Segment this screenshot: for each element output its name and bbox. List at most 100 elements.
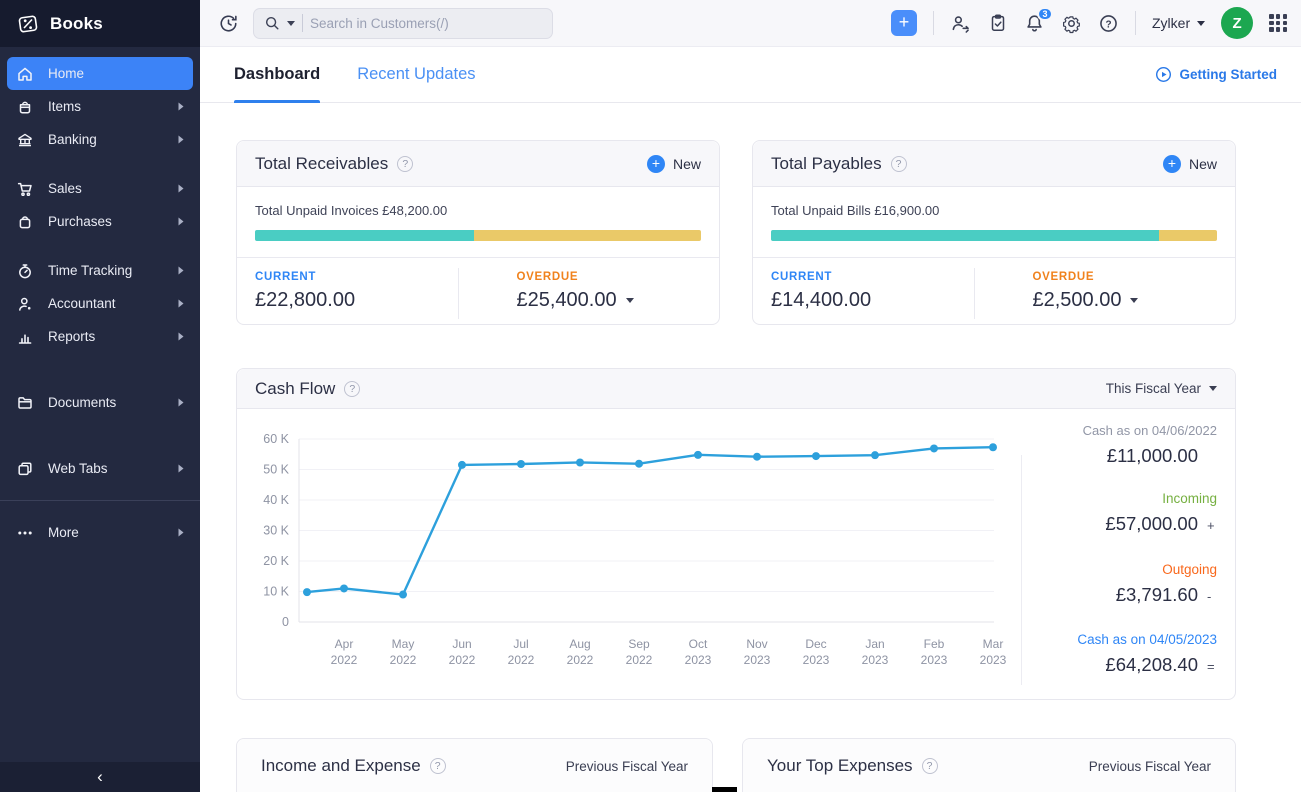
chevron-down-icon	[1197, 20, 1206, 26]
svg-text:2023: 2023	[803, 653, 830, 667]
receivables-new-button[interactable]: New	[646, 154, 701, 173]
stopwatch-icon	[16, 262, 34, 280]
cash-flow-line-chart: 0 10 K 20 K 30 K 40 K 50 K 60 K Apr 2022 May 2022 J…	[263, 432, 1007, 667]
chevron-right-icon	[178, 135, 184, 144]
top-expenses-header: Your Top Expenses Previous Fiscal Year	[743, 739, 1235, 792]
closing-cash-value: £64,208.40	[1105, 654, 1198, 675]
chevron-right-icon	[178, 332, 184, 341]
chevron-down-icon	[1209, 386, 1217, 391]
help-icon[interactable]: ?	[1098, 13, 1119, 34]
payables-title: Total Payables	[771, 153, 882, 173]
svg-text:0: 0	[282, 615, 289, 629]
sidebar-item-accountant[interactable]: Accountant	[7, 287, 193, 320]
ellipsis-icon	[16, 524, 34, 542]
chevron-right-icon	[178, 464, 184, 473]
overdue-dropdown-caret-icon[interactable]	[625, 298, 634, 303]
svg-text:30 K: 30 K	[263, 524, 289, 538]
sidebar-item-banking[interactable]: Banking	[7, 123, 193, 156]
recent-history-icon[interactable]	[216, 11, 240, 35]
payables-overdue-amount: £2,500.00	[1032, 289, 1122, 311]
total-receivables-card: Total Receivables New Total Unpaid Invoi…	[236, 140, 720, 325]
dashboard-content: Total Receivables New Total Unpaid Invoi…	[200, 103, 1301, 792]
minus-sign: -	[1207, 589, 1212, 604]
sidebar-item-label: Web Tabs	[48, 461, 108, 476]
cash-flow-title: Cash Flow	[255, 378, 336, 398]
sidebar-item-home[interactable]: Home	[7, 57, 193, 90]
webtabs-icon	[16, 460, 34, 478]
closing-cash-link[interactable]: Cash as on 04/05/2023	[1077, 632, 1217, 647]
sidebar-item-label: Banking	[48, 132, 97, 147]
items-icon	[16, 98, 34, 116]
chevron-left-icon: ‹	[97, 767, 103, 786]
overdue-dropdown-caret-icon[interactable]	[1130, 298, 1139, 303]
svg-text:2023: 2023	[980, 653, 1007, 667]
global-search[interactable]	[253, 7, 553, 39]
search-scope-caret-icon[interactable]	[287, 20, 295, 26]
top-expenses-title: Your Top Expenses	[767, 756, 913, 775]
settings-gear-icon[interactable]	[1061, 13, 1082, 34]
brand-bar: Books	[0, 0, 200, 47]
sidebar-item-more[interactable]: More	[7, 516, 193, 549]
svg-text:50 K: 50 K	[263, 463, 289, 477]
bar-chart-icon	[16, 328, 34, 346]
receivables-current-block: CURRENT £22,800.00	[237, 258, 458, 329]
svg-text:?: ?	[1105, 19, 1111, 30]
payables-new-button[interactable]: New	[1162, 154, 1217, 173]
sidebar-collapse-button[interactable]: ‹	[0, 762, 200, 792]
receivables-overdue-block: OVERDUE £25,400.00	[459, 258, 720, 329]
bank-icon	[16, 131, 34, 149]
tab-dashboard[interactable]: Dashboard	[234, 47, 321, 103]
sidebar-item-purchases[interactable]: Purchases	[7, 205, 193, 238]
tasks-clipboard-icon[interactable]	[987, 13, 1008, 34]
svg-text:Jun: Jun	[452, 637, 471, 651]
svg-text:20 K: 20 K	[263, 554, 289, 568]
top-expenses-period[interactable]: Previous Fiscal Year	[1088, 758, 1211, 774]
equals-sign: =	[1207, 659, 1215, 674]
sidebar-item-label: Time Tracking	[48, 263, 133, 278]
org-switcher[interactable]: Zylker	[1152, 15, 1206, 31]
income-expense-period[interactable]: Previous Fiscal Year	[565, 758, 688, 774]
topbar-divider	[1135, 11, 1136, 35]
sidebar-item-reports[interactable]: Reports	[7, 320, 193, 353]
user-avatar[interactable]: Z	[1221, 7, 1254, 39]
sidebar-item-sales[interactable]: Sales	[7, 172, 193, 205]
fiscal-year-dropdown[interactable]: This Fiscal Year	[1106, 381, 1217, 396]
help-circle-icon[interactable]	[397, 155, 414, 172]
sidebar-nav: Home Items Banking Sales Purchases Time Track…	[0, 47, 200, 549]
help-circle-icon[interactable]	[890, 155, 907, 172]
sidebar-item-documents[interactable]: Documents	[7, 386, 193, 419]
search-divider	[302, 14, 303, 32]
cash-flow-body: 0 10 K 20 K 30 K 40 K 50 K 60 K Apr 2022 May 2022 J…	[237, 409, 1235, 699]
incoming-label: Incoming	[1162, 491, 1217, 506]
help-circle-icon[interactable]	[344, 380, 361, 397]
search-input[interactable]	[310, 15, 542, 31]
payables-progress-bar	[771, 230, 1217, 241]
sidebar-item-web-tabs[interactable]: Web Tabs	[7, 452, 193, 485]
quick-create-button[interactable]	[891, 10, 917, 36]
payables-progress-overdue	[1159, 230, 1217, 241]
help-circle-icon[interactable]	[429, 758, 446, 774]
chevron-right-icon	[178, 102, 184, 111]
svg-text:2022: 2022	[567, 653, 594, 667]
svg-text:40 K: 40 K	[263, 493, 289, 507]
sidebar-item-label: Purchases	[48, 214, 112, 229]
getting-started-link[interactable]: Getting Started	[1155, 66, 1301, 83]
opening-cash-value: £11,000.00	[1106, 445, 1198, 466]
cash-flow-card: Cash Flow This Fiscal Year 0 10 K 20 K 30 K…	[236, 368, 1236, 700]
sidebar-item-label: Documents	[48, 395, 117, 410]
sidebar-item-time-tracking[interactable]: Time Tracking	[7, 254, 193, 287]
payables-footer: CURRENT £14,400.00 OVERDUE £2,500.00	[753, 258, 1235, 329]
chevron-right-icon	[178, 217, 184, 226]
income-expense-title: Income and Expense	[261, 756, 421, 775]
referral-icon[interactable]	[950, 13, 971, 34]
app-grid-icon[interactable]	[1269, 14, 1287, 32]
svg-text:Aug: Aug	[569, 637, 590, 651]
cash-flow-summary-panel: Cash as on 04/06/2022 £11,000.00 Incomin…	[1002, 423, 1217, 676]
outgoing-label: Outgoing	[1162, 562, 1217, 577]
scroll-indicator	[712, 787, 737, 792]
payables-summary: Total Unpaid Bills £16,900.00	[771, 203, 940, 218]
sidebar-item-items[interactable]: Items	[7, 90, 193, 123]
notifications-bell-icon[interactable]: 3	[1024, 6, 1053, 34]
tab-recent-updates[interactable]: Recent Updates	[357, 65, 476, 83]
help-circle-icon[interactable]	[921, 758, 938, 774]
